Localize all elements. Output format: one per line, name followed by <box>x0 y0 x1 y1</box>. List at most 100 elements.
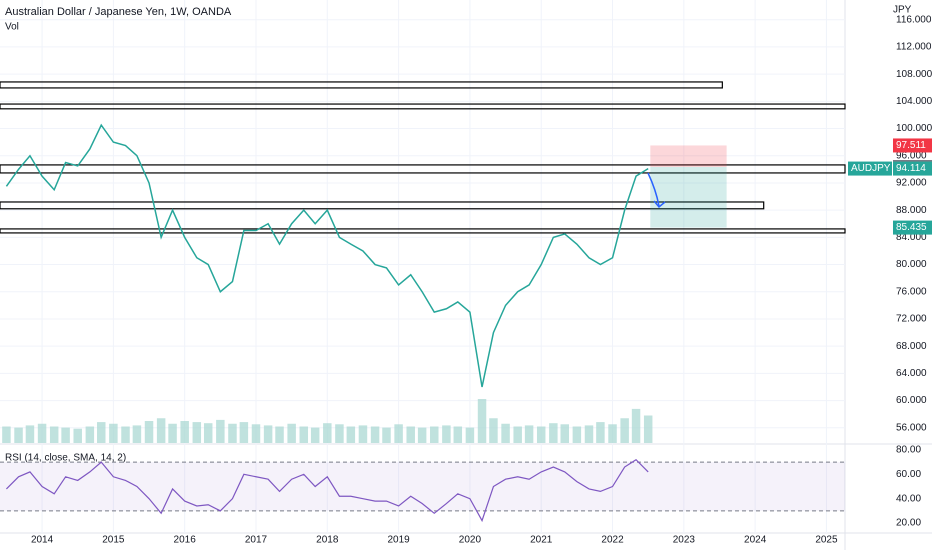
volume-bar <box>275 426 284 443</box>
volume-bar <box>144 421 154 443</box>
x-tick-label: 2016 <box>174 535 197 546</box>
zone <box>0 164 846 174</box>
rsi-tick-label: 60.00 <box>896 469 921 480</box>
x-tick-label: 2018 <box>316 535 339 546</box>
volume-bar <box>97 422 106 443</box>
target-tag: 85.435 <box>896 222 927 233</box>
volume-bar <box>121 426 130 443</box>
volume-bar <box>251 424 261 443</box>
target-zone <box>650 166 727 228</box>
y-tick-label: 68.000 <box>896 341 927 352</box>
volume-bar <box>370 426 380 443</box>
volume-bar <box>109 423 118 443</box>
volume-bar <box>430 426 439 443</box>
x-tick-label: 2021 <box>530 535 553 546</box>
stop-tag: 97.511 <box>896 140 926 151</box>
y-tick-label: 104.000 <box>896 96 932 107</box>
volume-bar <box>406 426 415 443</box>
y-tick-label: 88.000 <box>896 205 927 216</box>
y-tick-label: 96.000 <box>896 150 927 161</box>
chart-title: Australian Dollar / Japanese Yen, 1W, OA… <box>5 6 232 18</box>
y-tick-label: 116.000 <box>896 14 932 25</box>
x-tick-label: 2022 <box>601 535 624 546</box>
volume-bar <box>299 426 309 443</box>
y-tick-label: 84.000 <box>896 232 927 243</box>
y-tick-label: 56.000 <box>896 422 927 433</box>
x-tick-label: 2014 <box>31 535 54 546</box>
stop-zone <box>650 145 727 167</box>
volume-label: Vol <box>5 22 19 33</box>
volume-bar <box>216 419 225 443</box>
volume-bar <box>192 422 202 443</box>
volume-bar <box>417 427 427 443</box>
volume-bar <box>263 425 273 443</box>
volume-bar <box>323 423 332 443</box>
volume-bar <box>596 422 605 443</box>
volume-bar <box>501 423 510 443</box>
rsi-tick-label: 20.00 <box>896 518 921 529</box>
rsi-tick-label: 40.00 <box>896 493 921 504</box>
volume-bar <box>14 427 23 443</box>
volume-bar <box>228 423 237 443</box>
rsi-tick-label: 80.00 <box>896 445 921 456</box>
volume-bar <box>394 424 403 443</box>
stop-tag-bg <box>893 138 932 153</box>
volume-bar <box>465 427 475 443</box>
volume-bar <box>132 425 142 443</box>
volume-bar <box>382 427 391 443</box>
y-tick-label: 100.000 <box>896 123 932 134</box>
volume-bar <box>85 426 95 443</box>
volume-bar <box>453 426 463 443</box>
volume-bar <box>358 425 368 443</box>
y-tick-label: 108.000 <box>896 69 932 80</box>
price-line <box>5 123 649 388</box>
volume-bar <box>168 423 177 443</box>
arrow-head <box>653 200 666 209</box>
volume-bar <box>631 408 641 443</box>
arrow-annotation <box>647 172 660 207</box>
symbol-tag-bg <box>848 161 892 176</box>
volume-bar <box>287 423 296 443</box>
zone <box>0 201 765 210</box>
volume-bar <box>643 415 653 443</box>
x-tick-label: 2023 <box>673 535 696 546</box>
volume-bar <box>549 423 558 443</box>
volume-bar <box>536 426 546 443</box>
volume-bar <box>180 421 189 443</box>
volume-bar <box>156 418 166 443</box>
x-tick-label: 2019 <box>387 535 410 546</box>
x-tick-label: 2017 <box>245 535 268 546</box>
zone <box>0 228 846 234</box>
volume-bar <box>572 426 582 443</box>
volume-bar <box>61 427 70 443</box>
volume-bar <box>239 422 249 443</box>
symbol-tag: AUDJPY <box>851 163 891 174</box>
volume-bar <box>620 418 629 443</box>
last-tag-bg <box>893 161 932 176</box>
zone <box>0 81 723 89</box>
volume-bar <box>608 424 617 443</box>
rsi-line <box>5 458 649 523</box>
last-tag: 94.114 <box>896 163 926 174</box>
y-tick-label: 64.000 <box>896 368 927 379</box>
volume-bar <box>524 425 534 443</box>
target-tag-bg <box>893 220 932 235</box>
volume-bar <box>2 426 11 443</box>
x-tick-label: 2015 <box>102 535 125 546</box>
volume-bar <box>73 428 82 443</box>
volume-bar <box>37 423 47 443</box>
volume-bar <box>560 424 569 443</box>
axis-unit: JPY <box>893 5 912 16</box>
volume-bar <box>310 427 320 443</box>
volume-bar <box>513 426 522 443</box>
volume-bar <box>489 418 498 443</box>
x-tick-label: 2020 <box>459 535 482 546</box>
volume-bar <box>584 425 594 443</box>
x-tick-label: 2025 <box>815 535 838 546</box>
y-tick-label: 92.000 <box>896 178 927 189</box>
x-tick-label: 2024 <box>744 535 767 546</box>
rsi-title: RSI (14, close, SMA, 14, 2) <box>5 453 126 464</box>
y-tick-label: 72.000 <box>896 314 927 325</box>
volume-bar <box>203 423 213 443</box>
